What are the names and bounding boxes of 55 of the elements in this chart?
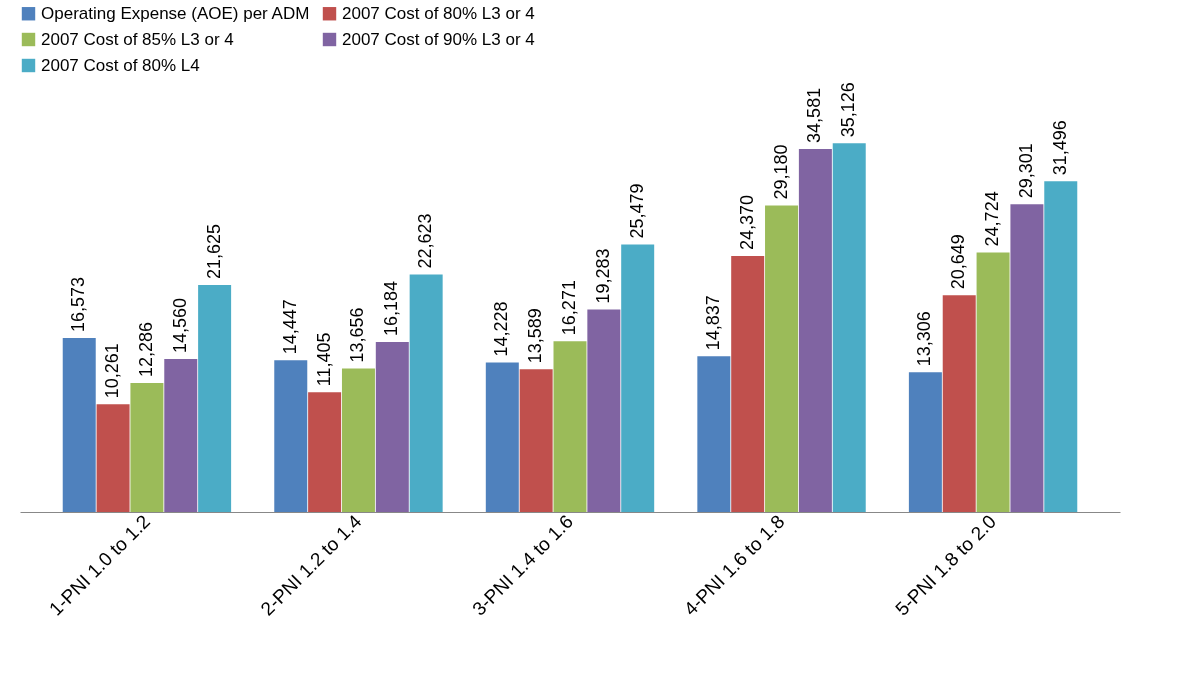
bar [274, 360, 308, 512]
bar [697, 356, 731, 512]
data-label: 11,405 [313, 332, 334, 387]
data-label: 29,301 [1015, 143, 1036, 199]
data-label: 22,623 [415, 213, 436, 269]
legend-label: 2007 Cost of 85% L3 or 4 [41, 29, 234, 49]
bar [731, 256, 765, 512]
bar [375, 342, 409, 512]
data-label: 20,649 [948, 234, 969, 290]
bar [198, 284, 232, 512]
bar [308, 392, 342, 512]
bar [908, 372, 942, 512]
data-label: 10,261 [102, 343, 123, 399]
data-label: 13,656 [347, 307, 368, 363]
data-label: 34,581 [804, 87, 825, 143]
bar [519, 369, 553, 512]
data-label: 16,184 [381, 281, 402, 337]
data-label: 14,228 [491, 301, 512, 357]
bar [96, 404, 130, 512]
bar [798, 148, 832, 512]
data-label: 35,126 [838, 82, 859, 138]
legend-label: Operating Expense (AOE) per ADM [41, 3, 310, 23]
legend-label: 2007 Cost of 90% L3 or 4 [342, 29, 535, 49]
bar [765, 205, 799, 512]
bar [341, 368, 375, 512]
bar [942, 295, 976, 512]
data-label: 13,306 [914, 311, 935, 367]
data-label: 21,625 [203, 223, 224, 279]
bar [409, 274, 443, 512]
data-label: 31,496 [1049, 120, 1070, 176]
bar [587, 309, 621, 512]
bar [1010, 204, 1044, 512]
data-label: 24,370 [736, 195, 757, 251]
bar [976, 252, 1010, 512]
data-label: 12,286 [135, 321, 156, 377]
data-label: 25,479 [626, 183, 647, 239]
data-label: 24,724 [982, 191, 1003, 247]
bar [553, 341, 587, 512]
bar [164, 359, 198, 512]
data-label: 16,573 [68, 276, 89, 332]
data-label: 16,271 [559, 280, 579, 336]
bar [832, 143, 866, 512]
data-label: 14,447 [279, 299, 300, 355]
data-label: 19,283 [592, 248, 613, 304]
bar [621, 244, 655, 512]
legend-label: 2007 Cost of 80% L4 [41, 55, 200, 75]
data-label: 13,589 [525, 308, 546, 364]
bar [62, 337, 96, 512]
data-label: 14,837 [702, 295, 723, 351]
data-label: 29,180 [770, 144, 791, 200]
data-label: 14,560 [169, 298, 190, 354]
bar [130, 383, 164, 512]
bar [485, 362, 519, 512]
legend-label: 2007 Cost of 80% L3 or 4 [342, 3, 535, 23]
bar [1044, 181, 1078, 512]
